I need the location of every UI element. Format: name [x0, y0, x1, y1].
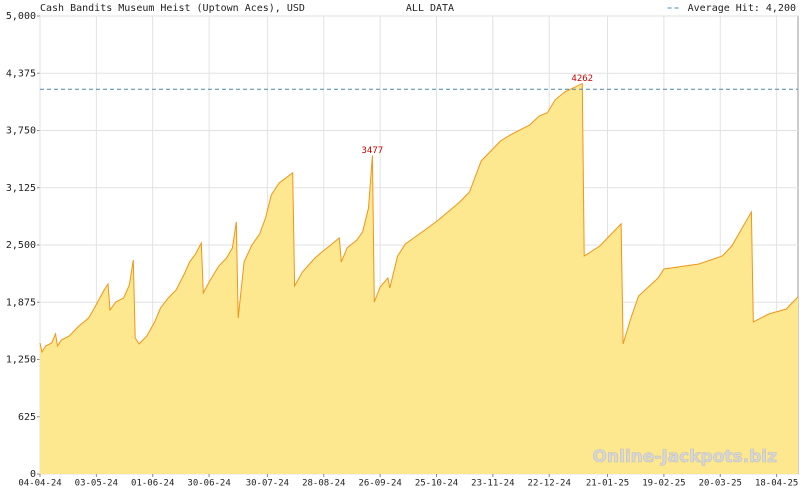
y-tick-label: 1,250 — [6, 355, 36, 366]
legend-label: Average Hit: 4,200 — [688, 3, 796, 14]
chart-title: Cash Bandits Museum Heist (Uptown Aces),… — [40, 3, 305, 14]
x-tick-label: 26-09-24 — [358, 479, 401, 489]
x-tick-label: 25-10-24 — [415, 479, 458, 489]
y-tick-label: 1,875 — [6, 297, 36, 308]
area-fill — [40, 83, 798, 474]
watermark: Online-Jackpots.biz — [592, 447, 777, 467]
x-tick-label: 18-04-25 — [755, 479, 798, 489]
x-tick-label: 04-04-24 — [18, 479, 61, 489]
peak-label: 4262 — [571, 74, 593, 84]
peak-label: 3477 — [362, 146, 384, 156]
x-tick-label: 30-07-24 — [246, 479, 289, 489]
y-tick-label: 2,500 — [6, 240, 36, 251]
x-tick-label: 30-06-24 — [187, 479, 230, 489]
x-tick-label: 22-12-24 — [528, 479, 571, 489]
x-tick-label: 20-03-25 — [699, 479, 742, 489]
legend: Average Hit: 4,200 — [667, 3, 796, 14]
x-tick-label: 03-05-24 — [75, 479, 118, 489]
x-tick-label: 01-06-24 — [131, 479, 174, 489]
x-tick-label: 28-08-24 — [302, 479, 345, 489]
x-tick-label: 19-02-25 — [642, 479, 685, 489]
x-tick-label: 23-11-24 — [471, 479, 514, 489]
y-tick-label: 5,000 — [6, 11, 36, 22]
y-tick-label: 3,125 — [6, 183, 36, 194]
y-tick-label: 3,750 — [6, 126, 36, 137]
y-tick-label: 4,375 — [6, 68, 36, 79]
chart-subtitle: ALL DATA — [406, 3, 454, 14]
area-line — [39, 82, 799, 354]
y-tick-label: 625 — [18, 412, 36, 423]
x-tick-label: 21-01-25 — [586, 479, 629, 489]
y-tick-label: 0 — [30, 469, 36, 480]
